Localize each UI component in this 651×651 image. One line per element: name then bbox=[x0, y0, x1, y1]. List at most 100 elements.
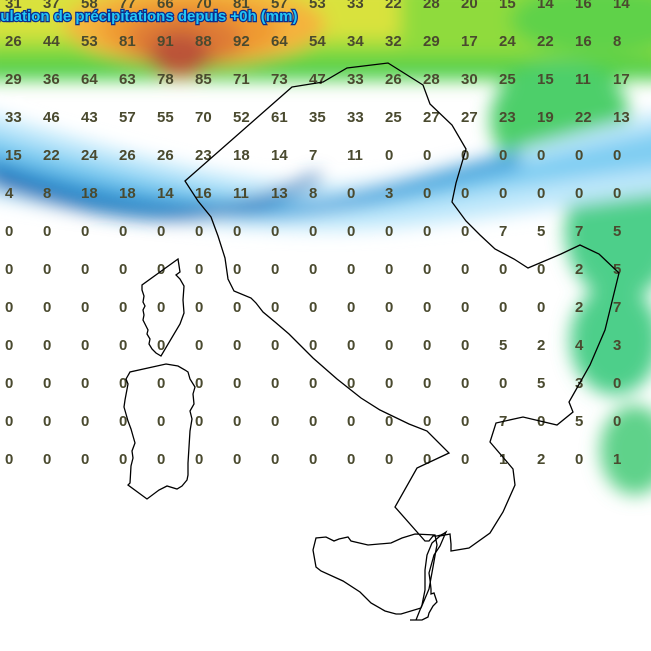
svg-text:0: 0 bbox=[43, 223, 51, 240]
svg-text:0: 0 bbox=[347, 185, 355, 202]
svg-text:0: 0 bbox=[461, 375, 469, 392]
svg-text:0: 0 bbox=[271, 299, 279, 316]
svg-text:0: 0 bbox=[43, 413, 51, 430]
svg-text:7: 7 bbox=[309, 147, 317, 164]
svg-text:0: 0 bbox=[5, 223, 13, 240]
svg-text:57: 57 bbox=[119, 109, 136, 126]
svg-text:15: 15 bbox=[499, 0, 516, 12]
svg-text:14: 14 bbox=[157, 185, 174, 202]
svg-text:0: 0 bbox=[5, 261, 13, 278]
svg-text:52: 52 bbox=[233, 109, 250, 126]
svg-text:0: 0 bbox=[5, 413, 13, 430]
svg-text:0: 0 bbox=[385, 337, 393, 354]
svg-text:14: 14 bbox=[271, 147, 288, 164]
svg-text:2: 2 bbox=[575, 261, 583, 278]
svg-text:0: 0 bbox=[461, 451, 469, 468]
svg-text:17: 17 bbox=[613, 71, 630, 88]
svg-text:14: 14 bbox=[613, 0, 630, 12]
svg-text:55: 55 bbox=[157, 109, 174, 126]
svg-text:0: 0 bbox=[233, 299, 241, 316]
svg-text:0: 0 bbox=[385, 451, 393, 468]
svg-text:0: 0 bbox=[271, 261, 279, 278]
svg-text:0: 0 bbox=[613, 413, 621, 430]
svg-text:0: 0 bbox=[347, 451, 355, 468]
svg-text:8: 8 bbox=[43, 185, 51, 202]
svg-text:0: 0 bbox=[499, 147, 507, 164]
svg-text:0: 0 bbox=[423, 413, 431, 430]
svg-text:0: 0 bbox=[81, 337, 89, 354]
svg-text:0: 0 bbox=[309, 375, 317, 392]
svg-text:0: 0 bbox=[195, 413, 203, 430]
svg-text:33: 33 bbox=[347, 109, 364, 126]
svg-text:0: 0 bbox=[119, 451, 127, 468]
svg-text:33: 33 bbox=[5, 109, 22, 126]
svg-text:8: 8 bbox=[309, 185, 317, 202]
svg-text:0: 0 bbox=[157, 451, 165, 468]
svg-text:20: 20 bbox=[461, 0, 478, 12]
svg-text:7: 7 bbox=[613, 299, 621, 316]
svg-text:4: 4 bbox=[575, 337, 584, 354]
svg-text:3: 3 bbox=[613, 337, 621, 354]
svg-text:0: 0 bbox=[385, 147, 393, 164]
svg-text:0: 0 bbox=[347, 223, 355, 240]
svg-text:92: 92 bbox=[233, 33, 250, 50]
svg-text:0: 0 bbox=[385, 261, 393, 278]
svg-text:78: 78 bbox=[157, 71, 174, 88]
svg-text:18: 18 bbox=[81, 185, 98, 202]
svg-text:26: 26 bbox=[157, 147, 174, 164]
svg-text:64: 64 bbox=[271, 33, 288, 50]
svg-text:2: 2 bbox=[575, 299, 583, 316]
svg-text:44: 44 bbox=[43, 33, 60, 50]
svg-text:29: 29 bbox=[423, 33, 440, 50]
svg-text:0: 0 bbox=[195, 451, 203, 468]
svg-text:5: 5 bbox=[537, 375, 545, 392]
svg-text:63: 63 bbox=[119, 71, 136, 88]
svg-text:0: 0 bbox=[575, 451, 583, 468]
svg-text:27: 27 bbox=[461, 109, 478, 126]
svg-text:0: 0 bbox=[157, 413, 165, 430]
svg-text:25: 25 bbox=[385, 109, 402, 126]
svg-text:15: 15 bbox=[537, 71, 554, 88]
svg-text:0: 0 bbox=[613, 375, 621, 392]
svg-text:0: 0 bbox=[499, 185, 507, 202]
svg-text:0: 0 bbox=[461, 299, 469, 316]
svg-text:22: 22 bbox=[385, 0, 402, 12]
svg-text:0: 0 bbox=[575, 147, 583, 164]
svg-text:30: 30 bbox=[461, 71, 478, 88]
svg-text:81: 81 bbox=[119, 33, 136, 50]
svg-text:0: 0 bbox=[347, 337, 355, 354]
svg-text:23: 23 bbox=[499, 109, 516, 126]
svg-text:0: 0 bbox=[81, 261, 89, 278]
svg-text:8: 8 bbox=[613, 33, 621, 50]
svg-text:0: 0 bbox=[537, 147, 545, 164]
svg-text:0: 0 bbox=[233, 337, 241, 354]
svg-text:0: 0 bbox=[347, 413, 355, 430]
svg-text:53: 53 bbox=[81, 33, 98, 50]
svg-text:70: 70 bbox=[195, 0, 212, 12]
svg-text:11: 11 bbox=[233, 185, 249, 202]
svg-text:58: 58 bbox=[81, 0, 98, 12]
svg-text:0: 0 bbox=[423, 223, 431, 240]
svg-text:0: 0 bbox=[537, 185, 545, 202]
svg-text:0: 0 bbox=[309, 299, 317, 316]
svg-text:1: 1 bbox=[613, 451, 621, 468]
svg-text:13: 13 bbox=[613, 109, 630, 126]
svg-text:18: 18 bbox=[233, 147, 250, 164]
svg-text:0: 0 bbox=[385, 375, 393, 392]
svg-text:0: 0 bbox=[271, 451, 279, 468]
svg-text:28: 28 bbox=[423, 0, 440, 12]
svg-text:46: 46 bbox=[43, 109, 60, 126]
svg-text:0: 0 bbox=[385, 299, 393, 316]
svg-text:22: 22 bbox=[43, 147, 60, 164]
svg-text:34: 34 bbox=[347, 33, 364, 50]
svg-text:26: 26 bbox=[5, 33, 22, 50]
svg-text:0: 0 bbox=[195, 223, 203, 240]
svg-text:0: 0 bbox=[309, 223, 317, 240]
svg-text:11: 11 bbox=[575, 71, 591, 88]
svg-text:0: 0 bbox=[309, 451, 317, 468]
svg-text:0: 0 bbox=[499, 375, 507, 392]
svg-text:26: 26 bbox=[385, 71, 402, 88]
svg-text:0: 0 bbox=[157, 375, 165, 392]
svg-text:2: 2 bbox=[537, 451, 545, 468]
svg-text:5: 5 bbox=[613, 261, 621, 278]
